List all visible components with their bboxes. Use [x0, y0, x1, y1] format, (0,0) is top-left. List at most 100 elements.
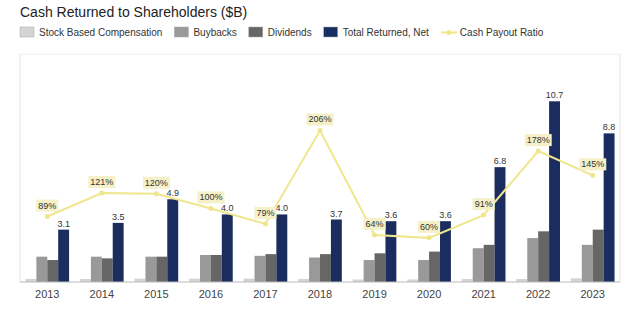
line-marker	[263, 221, 268, 226]
label-background	[88, 176, 115, 188]
bar	[571, 278, 582, 282]
bar	[200, 255, 211, 282]
label-background	[254, 207, 276, 219]
legend-label: Total Returned, Net	[343, 27, 429, 38]
legend: Stock Based Compensation Buybacks Dividend…	[20, 27, 544, 38]
bar	[265, 254, 276, 282]
title: Cash Returned to Shareholders ($B)	[20, 4, 247, 20]
bar	[484, 245, 495, 282]
bar	[385, 221, 396, 282]
line-label: 145%	[579, 158, 606, 170]
line-marker	[536, 149, 541, 154]
x-tick-label: 2020	[417, 288, 441, 300]
line-label: 91%	[473, 198, 495, 210]
bar	[244, 279, 255, 282]
bar	[145, 257, 156, 282]
bar	[582, 245, 593, 282]
line-label: 79%	[254, 207, 276, 219]
line-marker	[318, 128, 323, 133]
bar	[429, 252, 440, 282]
bar	[375, 253, 386, 282]
bar	[418, 260, 429, 282]
bar	[211, 255, 222, 282]
x-tick-label: 2013	[35, 288, 59, 300]
label-background	[143, 177, 170, 189]
label-background	[579, 158, 606, 170]
legend-item: Stock Based Compensation	[20, 27, 162, 38]
x-tick-label: 2016	[199, 288, 223, 300]
legend-label: Dividends	[268, 27, 312, 38]
data-label: 60%	[420, 222, 438, 232]
line-label: 100%	[197, 191, 224, 203]
line-label: 89%	[36, 200, 58, 212]
bar	[538, 231, 549, 282]
baseline	[20, 282, 620, 283]
bar	[320, 254, 331, 282]
legend-label: Stock Based Compensation	[39, 27, 162, 38]
bar	[135, 279, 146, 282]
label-background	[525, 134, 552, 146]
bar	[189, 279, 200, 282]
legend-item: Dividends	[249, 27, 312, 38]
x-tick-label: 2023	[580, 288, 604, 300]
bar	[91, 257, 102, 282]
line-marker	[481, 213, 486, 218]
data-label: 91%	[475, 199, 493, 209]
data-label: 206%	[308, 114, 331, 124]
legend-item: Cash Payout Ratio	[441, 27, 544, 38]
line-label: 120%	[143, 177, 170, 189]
line-marker	[372, 232, 377, 237]
line-marker	[154, 191, 159, 196]
legend-marker	[446, 30, 451, 35]
data-label: 100%	[199, 192, 222, 202]
bar	[102, 258, 113, 282]
line-marker	[45, 214, 50, 219]
data-label: 145%	[581, 159, 604, 169]
data-label: 4.0	[221, 203, 234, 213]
bar	[604, 133, 615, 282]
data-label: 89%	[38, 201, 56, 211]
bar	[495, 167, 506, 282]
data-label: 10.7	[546, 90, 564, 100]
data-label: 3.6	[385, 210, 398, 220]
marks	[25, 101, 614, 282]
label-background	[364, 218, 386, 230]
data-label: 121%	[90, 177, 113, 187]
data-label: 178%	[527, 135, 550, 145]
x-tick-label: 2019	[362, 288, 386, 300]
legend-label: Buybacks	[193, 27, 236, 38]
legend-item: Total Returned, Net	[324, 27, 429, 38]
data-label: 79%	[256, 208, 274, 218]
plot-top-line	[20, 54, 620, 55]
bar	[58, 230, 69, 282]
bar	[255, 256, 266, 282]
line-marker	[427, 235, 432, 240]
data-label: 3.7	[330, 209, 343, 219]
bar	[331, 220, 342, 282]
bar	[473, 248, 484, 282]
line-label: 178%	[525, 134, 552, 146]
data-label: 4.9	[166, 188, 179, 198]
x-tick-label: 2021	[471, 288, 495, 300]
bar	[167, 199, 178, 282]
legend-item: Buybacks	[174, 27, 236, 38]
line-label: 60%	[418, 221, 440, 233]
bar-series	[47, 230, 603, 282]
legend-swatch	[249, 27, 263, 37]
data-label: 3.1	[57, 219, 70, 229]
label-background	[36, 200, 58, 212]
x-tick-label: 2022	[526, 288, 550, 300]
chart: Cash Returned to Shareholders ($B) 3.1 3.5…	[0, 0, 640, 316]
data-label: 3.6	[439, 210, 452, 220]
line-marker	[590, 173, 595, 178]
line-label: 121%	[88, 176, 115, 188]
label-background	[306, 113, 333, 125]
x-tick-label: 2017	[253, 288, 277, 300]
bar	[593, 230, 604, 282]
bar	[309, 258, 320, 282]
bar	[222, 214, 233, 282]
data-label: 3.5	[112, 212, 125, 222]
x-tick-label: 2015	[144, 288, 168, 300]
data-label: 8.8	[603, 122, 616, 132]
legend-swatch	[174, 27, 188, 37]
